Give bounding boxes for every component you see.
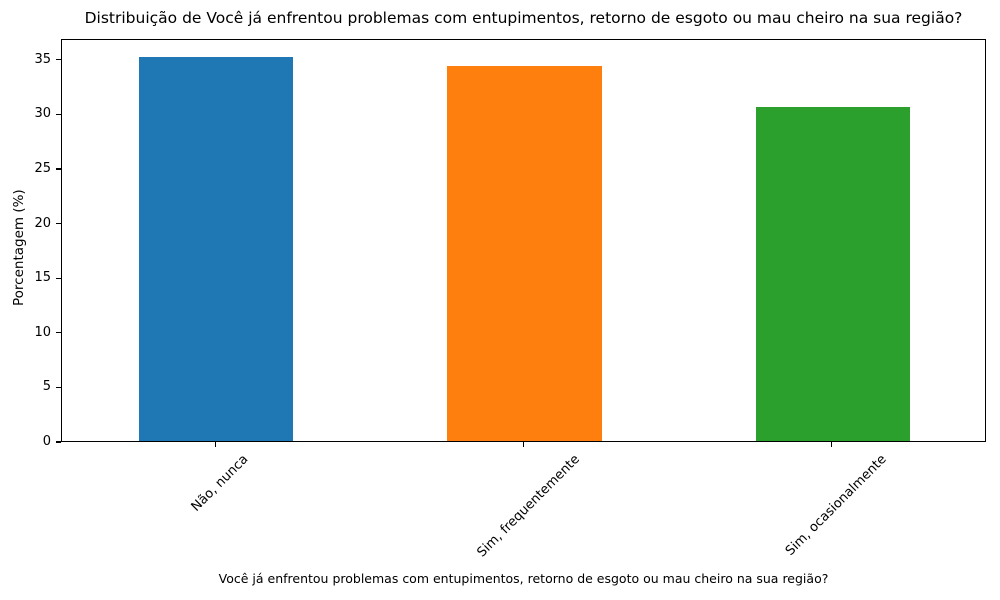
x-tick-label-nao-nunca: Não, nunca — [188, 452, 252, 515]
x-tick-mark-sim-ocasionalmente — [831, 442, 833, 447]
x-tick-label-sim-frequentemente: Sim, frequentemente — [474, 452, 583, 561]
y-tick-label-5: 5 — [42, 379, 51, 395]
x-tick-label-sim-ocasionalmente: Sim, ocasionalmente — [783, 452, 891, 559]
chart-title: Distribuição de Você já enfrentou proble… — [84, 9, 963, 27]
y-tick-label-20: 20 — [34, 215, 51, 231]
y-tick-label-35: 35 — [34, 51, 51, 67]
y-axis-label: Porcentagem (%) — [11, 189, 27, 306]
x-tick-mark-sim-frequentemente — [522, 442, 525, 447]
y-tick-label-10: 10 — [34, 324, 51, 340]
bar-sim-frequentemente — [447, 66, 602, 441]
y-tick-label-15: 15 — [34, 270, 51, 286]
x-axis-caption: Você já enfrentou problemas com entupime… — [218, 571, 829, 586]
x-tick-mark-nao-nunca — [214, 442, 216, 447]
y-tick-mark-10 — [56, 332, 61, 334]
y-tick-mark-20 — [56, 222, 61, 225]
plot-area — [61, 39, 986, 442]
y-tick-label-30: 30 — [34, 106, 51, 122]
bar-sim-ocasionalmente — [755, 106, 910, 441]
bar-nao-nunca — [139, 56, 294, 441]
y-tick-mark-0 — [56, 441, 61, 443]
y-tick-label-0: 0 — [42, 434, 51, 449]
y-tick-mark-15 — [56, 277, 61, 279]
y-tick-mark-25 — [56, 168, 61, 170]
y-tick-mark-30 — [56, 113, 61, 115]
y-tick-mark-5 — [56, 386, 61, 388]
y-tick-mark-35 — [56, 59, 61, 61]
y-tick-label-25: 25 — [34, 160, 51, 176]
